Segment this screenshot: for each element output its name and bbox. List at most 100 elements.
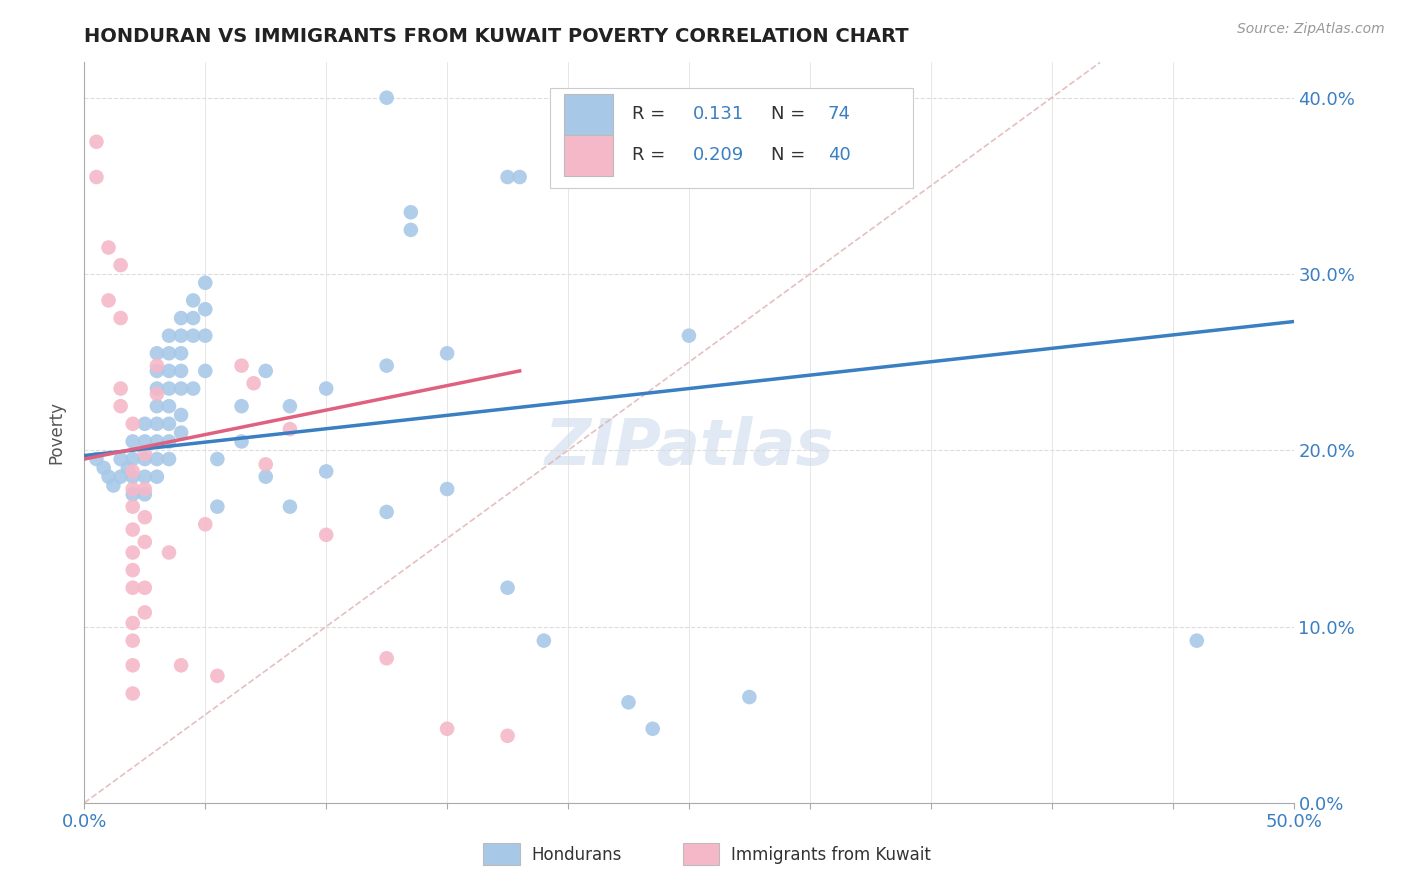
- Point: [170, 382, 193, 396]
- Point: [110, 469, 132, 483]
- Point: [121, 523, 143, 537]
- Text: Immigrants from Kuwait: Immigrants from Kuwait: [731, 846, 931, 863]
- Point: [110, 452, 132, 467]
- Point: [194, 328, 217, 343]
- Point: [399, 205, 422, 219]
- Point: [375, 505, 398, 519]
- Point: [375, 91, 398, 105]
- Text: R =: R =: [633, 146, 665, 164]
- Point: [375, 651, 398, 665]
- Point: [231, 359, 253, 373]
- Point: [121, 487, 143, 501]
- FancyBboxPatch shape: [683, 843, 720, 865]
- Point: [496, 581, 519, 595]
- Point: [738, 690, 761, 704]
- Point: [134, 434, 156, 449]
- Point: [207, 500, 229, 514]
- Point: [146, 387, 169, 401]
- Point: [678, 328, 700, 343]
- FancyBboxPatch shape: [550, 88, 912, 188]
- Point: [375, 359, 398, 373]
- FancyBboxPatch shape: [564, 95, 613, 135]
- Point: [97, 469, 120, 483]
- Point: [617, 695, 640, 709]
- Point: [194, 364, 217, 378]
- Text: 40: 40: [828, 146, 851, 164]
- Point: [134, 482, 156, 496]
- Point: [207, 452, 229, 467]
- Point: [134, 606, 156, 620]
- Point: [121, 464, 143, 478]
- Text: 0.209: 0.209: [693, 146, 744, 164]
- Point: [146, 364, 169, 378]
- Point: [121, 686, 143, 700]
- Point: [110, 382, 132, 396]
- Text: N =: N =: [770, 146, 806, 164]
- Text: Source: ZipAtlas.com: Source: ZipAtlas.com: [1237, 22, 1385, 37]
- Point: [509, 169, 531, 184]
- Point: [157, 328, 180, 343]
- Text: 0.131: 0.131: [693, 105, 744, 123]
- Point: [170, 658, 193, 673]
- Text: HONDURAN VS IMMIGRANTS FROM KUWAIT POVERTY CORRELATION CHART: HONDURAN VS IMMIGRANTS FROM KUWAIT POVER…: [84, 27, 910, 45]
- Point: [146, 399, 169, 413]
- Point: [207, 669, 229, 683]
- Point: [278, 399, 301, 413]
- Point: [194, 302, 217, 317]
- Point: [121, 500, 143, 514]
- Point: [134, 535, 156, 549]
- Text: 74: 74: [828, 105, 851, 123]
- Point: [97, 240, 120, 255]
- Point: [93, 461, 115, 475]
- Point: [146, 346, 169, 360]
- Point: [121, 633, 143, 648]
- Point: [181, 328, 204, 343]
- Point: [181, 382, 204, 396]
- Point: [436, 482, 458, 496]
- Point: [157, 545, 180, 559]
- Point: [146, 417, 169, 431]
- Point: [157, 434, 180, 449]
- Point: [134, 417, 156, 431]
- Point: [157, 364, 180, 378]
- Point: [170, 408, 193, 422]
- FancyBboxPatch shape: [484, 843, 520, 865]
- Point: [86, 169, 108, 184]
- Point: [231, 434, 253, 449]
- Point: [121, 563, 143, 577]
- Point: [134, 452, 156, 467]
- Y-axis label: Poverty: Poverty: [48, 401, 66, 464]
- Point: [254, 469, 277, 483]
- Point: [231, 399, 253, 413]
- Point: [157, 452, 180, 467]
- Point: [146, 382, 169, 396]
- Point: [134, 510, 156, 524]
- Point: [496, 169, 519, 184]
- Point: [86, 135, 108, 149]
- Point: [496, 729, 519, 743]
- Point: [134, 581, 156, 595]
- Point: [121, 658, 143, 673]
- Point: [194, 276, 217, 290]
- Point: [121, 545, 143, 559]
- Point: [157, 346, 180, 360]
- Point: [170, 328, 193, 343]
- Text: ZIPatlas: ZIPatlas: [544, 417, 834, 478]
- Point: [134, 447, 156, 461]
- Point: [134, 487, 156, 501]
- Point: [254, 458, 277, 472]
- Point: [399, 223, 422, 237]
- Point: [254, 364, 277, 378]
- Point: [110, 258, 132, 272]
- Point: [121, 452, 143, 467]
- Point: [146, 359, 169, 373]
- Text: R =: R =: [633, 105, 665, 123]
- Point: [121, 434, 143, 449]
- Point: [278, 422, 301, 436]
- Point: [146, 434, 169, 449]
- Text: N =: N =: [770, 105, 806, 123]
- Point: [157, 382, 180, 396]
- Point: [157, 399, 180, 413]
- Point: [278, 500, 301, 514]
- Point: [146, 469, 169, 483]
